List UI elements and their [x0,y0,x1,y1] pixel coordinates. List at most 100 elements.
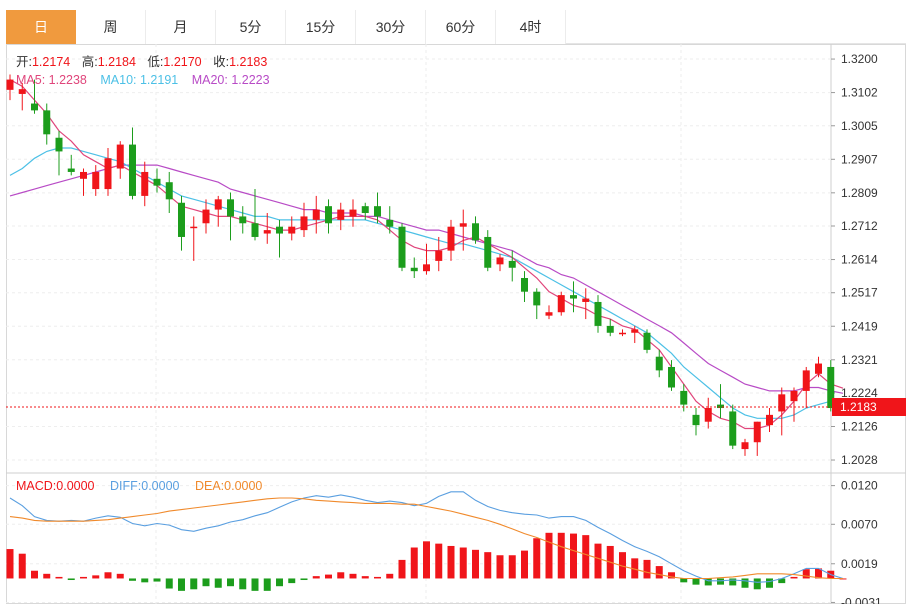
macd-bar [717,578,724,585]
macd-tick-label: -0.0031 [841,595,882,604]
macd-bar [533,538,541,579]
macd-bar [472,549,479,579]
macd-bar [410,547,418,579]
candle-body [129,144,136,196]
macd-bar [349,573,357,579]
candle-body [153,178,161,186]
price-tick-label: 1.3200 [841,52,878,66]
macd-bar [129,578,136,581]
tab-60min[interactable]: 60分 [426,10,496,44]
candle-body [43,110,51,135]
ma5-label: MA5: [16,73,49,87]
kline-chart[interactable]: 1.3200 1.3102 1.3005 1.2907 1.2809 1.2712 1.26… [6,44,906,609]
macd-bar [300,578,308,581]
macd-bar [153,578,161,582]
macd-bar [263,578,271,591]
open-value: 1.2174 [32,55,70,69]
candle-body [668,366,675,388]
macd-bar [116,573,124,579]
tab-week[interactable]: 周 [76,10,146,44]
macd-bar [374,576,381,579]
macd-bar [790,576,798,579]
macd-bar [337,572,345,579]
macd-bar [766,578,773,588]
candle-body [190,226,198,229]
macd-histogram [6,532,847,591]
macd-tick-label: 0.0019 [841,557,878,571]
macd-legend: MACD:0.0000 DIFF:0.0000 DEA:0.0000 [16,479,262,493]
diff-line [9,491,844,583]
macd-bar [753,578,761,590]
macd-value: 0.0000 [56,479,94,493]
tab-day[interactable]: 日 [6,10,76,44]
high-value: 1.2184 [98,55,136,69]
candle-body [423,264,430,272]
ma-legend: MA5: 1.2238 MA10: 1.2191 MA20: 1.2223 [16,73,270,87]
macd-bar [594,543,602,579]
candle-body [374,206,381,217]
candle-body [92,171,100,190]
macd-bar [141,578,149,583]
chart-area[interactable]: 1.3200 1.3102 1.3005 1.2907 1.2809 1.2712 1.26… [6,44,906,609]
candle-body [704,408,712,422]
macd-bar [251,578,259,591]
ma10-value: 1.2191 [140,73,178,87]
candle-body [802,370,810,391]
candlesticks [6,74,847,456]
macd-bar [361,576,369,579]
macd-bar [55,576,63,579]
last-price-badge [832,397,906,416]
candle-body [815,363,822,374]
macd-bar [288,578,296,584]
candle-body [484,236,492,268]
ohlc-legend: 开:1.2174 高:1.2184 低:1.2170 收:1.2183 [16,54,267,69]
tab-4hour[interactable]: 4时 [496,10,566,44]
candle-body [141,171,149,196]
price-tick-label: 1.2126 [841,419,878,433]
ma20-line [9,164,844,394]
price-axis: 1.3200 1.3102 1.3005 1.2907 1.2809 1.2712 1.26… [831,52,878,467]
macd-bar [214,578,222,588]
macd-bar [423,541,430,579]
ma10-label: MA10: [100,73,140,87]
candle-body [790,390,798,402]
tab-15min[interactable]: 15分 [286,10,356,44]
tab-30min[interactable]: 30分 [356,10,426,44]
candle-body [447,226,455,251]
macd-axis: 0.0120 0.0070 0.0019 -0.0031 [831,479,882,609]
macd-bar [165,578,173,589]
candle-body [276,226,283,234]
close-label: 收: [213,55,229,69]
candle-body [55,137,63,152]
macd-bar [202,578,210,587]
price-tick-label: 1.2224 [841,386,878,400]
macd-bar [104,572,112,579]
candle-body [435,250,443,261]
macd-bar [668,572,675,579]
price-tick-label: 1.3102 [841,86,878,100]
macd-bar [239,578,247,590]
tab-month[interactable]: 月 [146,10,216,44]
candle-body [729,411,737,446]
macd-bar [325,574,332,579]
macd-bar [386,573,394,579]
macd-bar [570,533,577,579]
ma20-label: MA20: [192,73,232,87]
candle-body [6,79,14,90]
candle-body [692,414,700,426]
candle-body [104,158,112,190]
tab-5min[interactable]: 5分 [216,10,286,44]
macd-bar [545,532,553,579]
candle-body [717,404,724,409]
candle-body [557,295,565,313]
open-label: 开: [16,55,32,69]
diff-label: DIFF: [110,479,141,493]
macd-bar [508,555,516,579]
macd-bar [655,566,663,579]
candle-body [80,171,87,179]
candle-body [594,301,602,326]
price-tick-label: 1.2517 [841,286,878,300]
price-grid [6,44,831,604]
candle-body [300,216,308,231]
candle-body [227,199,234,217]
